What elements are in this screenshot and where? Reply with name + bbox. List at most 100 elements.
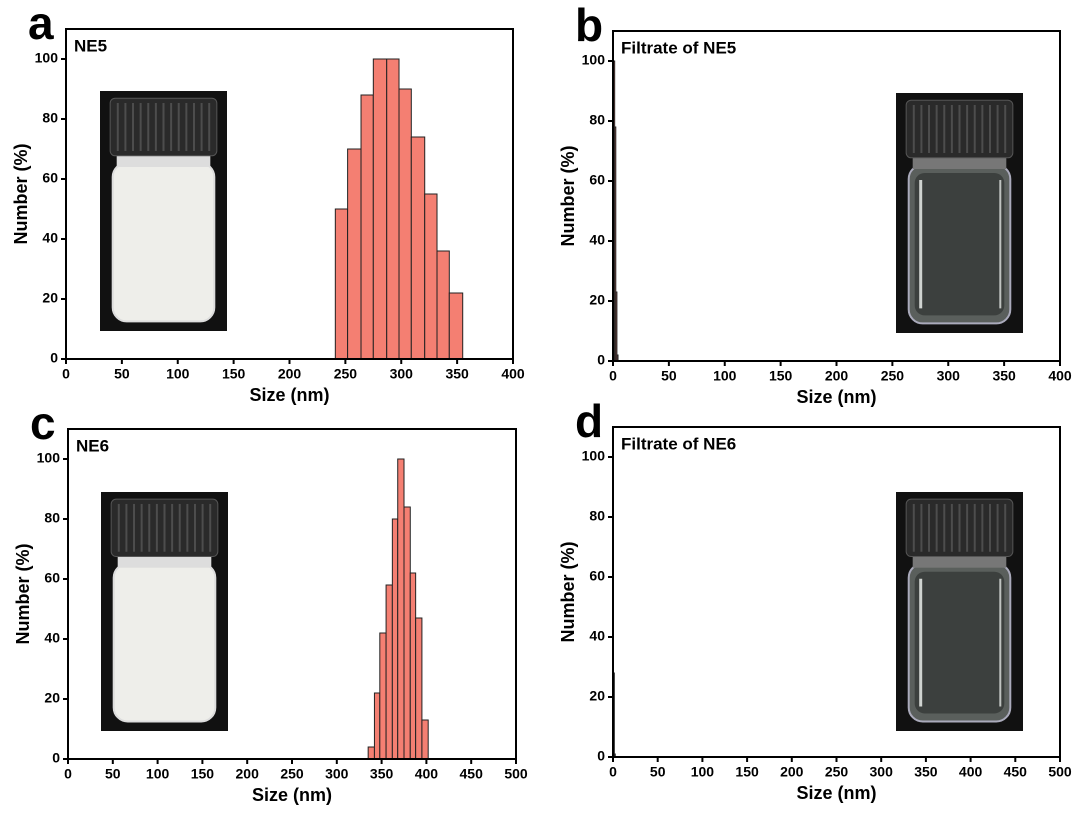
bar [334, 208, 349, 360]
y-tick-label: 40 [42, 230, 58, 246]
x-tick-label: 400 [501, 366, 525, 382]
bar [409, 572, 417, 760]
bar [424, 193, 438, 360]
x-tick-label: 150 [222, 366, 246, 382]
x-tick-label: 400 [1048, 368, 1072, 384]
x-tick-label: 250 [280, 766, 304, 782]
x-tick-label: 0 [62, 366, 70, 382]
x-axis-label: Size (nm) [249, 385, 329, 405]
x-tick-label: 350 [370, 766, 394, 782]
x-tick-label: 450 [460, 766, 484, 782]
panel-letter: b [575, 0, 603, 51]
bar [372, 58, 388, 360]
y-tick-label: 0 [597, 748, 605, 764]
y-tick-label: 0 [50, 350, 58, 366]
x-tick-label: 0 [64, 766, 72, 782]
y-tick-label: 20 [42, 290, 58, 306]
x-axis-label: Size (nm) [796, 387, 876, 407]
bar [347, 148, 362, 360]
x-tick-label: 50 [661, 368, 677, 384]
bottle-liquid [914, 173, 1005, 316]
bottle-liquid [914, 571, 1005, 714]
y-tick-label: 0 [52, 750, 60, 766]
panel-annotation: NE6 [76, 436, 109, 455]
y-axis-label: Number (%) [558, 541, 578, 642]
x-tick-label: 200 [825, 368, 849, 384]
x-tick-label: 200 [780, 764, 804, 780]
y-tick-label: 80 [42, 110, 58, 126]
bar [386, 58, 400, 360]
y-tick-label: 40 [589, 628, 605, 644]
y-axis-label: Number (%) [558, 145, 578, 246]
bottle-body [112, 562, 217, 723]
x-axis-label: Size (nm) [252, 785, 332, 805]
x-tick-label: 100 [146, 766, 170, 782]
x-tick-label: 50 [105, 766, 121, 782]
x-axis-label: Size (nm) [796, 783, 876, 803]
bar [448, 292, 464, 360]
y-tick-label: 20 [44, 690, 60, 706]
bar [398, 88, 412, 360]
y-tick-label: 60 [42, 170, 58, 186]
x-tick-label: 500 [504, 766, 528, 782]
x-tick-label: 150 [735, 764, 759, 780]
y-tick-label: 20 [589, 292, 605, 308]
panel-annotation: NE5 [74, 36, 107, 55]
bar [421, 719, 429, 760]
bar [415, 617, 423, 760]
bar [436, 250, 450, 360]
y-tick-label: 60 [44, 570, 60, 586]
x-tick-label: 500 [1048, 764, 1072, 780]
bar [379, 632, 387, 760]
y-tick-label: 60 [589, 172, 605, 188]
y-tick-label: 60 [589, 568, 605, 584]
x-tick-label: 200 [236, 766, 260, 782]
x-tick-label: 250 [825, 764, 849, 780]
panel-annotation: Filtrate of NE6 [621, 434, 736, 453]
y-tick-label: 100 [35, 50, 59, 66]
x-tick-label: 100 [166, 366, 190, 382]
x-tick-label: 350 [914, 764, 938, 780]
bar [615, 291, 618, 362]
bar [373, 692, 381, 760]
y-tick-label: 20 [589, 688, 605, 704]
y-tick-label: 40 [589, 232, 605, 248]
x-tick-label: 250 [881, 368, 905, 384]
bar [391, 518, 399, 760]
x-tick-label: 300 [937, 368, 961, 384]
y-axis-label: Number (%) [13, 543, 33, 644]
x-tick-label: 350 [445, 366, 469, 382]
x-tick-label: 450 [1004, 764, 1028, 780]
bar [367, 746, 375, 760]
x-tick-label: 350 [992, 368, 1016, 384]
y-tick-label: 80 [44, 510, 60, 526]
x-tick-label: 50 [114, 366, 130, 382]
y-tick-label: 100 [582, 52, 606, 68]
x-tick-label: 400 [959, 764, 983, 780]
panel-letter: a [28, 0, 54, 49]
y-tick-label: 80 [589, 112, 605, 128]
x-tick-label: 150 [769, 368, 793, 384]
y-tick-label: 100 [37, 450, 61, 466]
x-tick-label: 0 [609, 368, 617, 384]
y-tick-label: 40 [44, 630, 60, 646]
x-tick-label: 100 [691, 764, 715, 780]
x-tick-label: 150 [191, 766, 215, 782]
x-tick-label: 250 [334, 366, 358, 382]
y-tick-label: 80 [589, 508, 605, 524]
bar [397, 458, 405, 760]
bottle-body [111, 162, 216, 323]
x-tick-label: 100 [713, 368, 737, 384]
x-tick-label: 400 [415, 766, 439, 782]
x-tick-label: 50 [650, 764, 666, 780]
x-tick-label: 300 [390, 366, 414, 382]
panel-letter: d [575, 395, 603, 447]
x-tick-label: 200 [278, 366, 302, 382]
y-axis-label: Number (%) [11, 143, 31, 244]
x-tick-label: 300 [870, 764, 894, 780]
y-tick-label: 100 [582, 448, 606, 464]
bar [360, 94, 374, 360]
y-tick-label: 0 [597, 352, 605, 368]
panel-annotation: Filtrate of NE5 [621, 38, 736, 57]
